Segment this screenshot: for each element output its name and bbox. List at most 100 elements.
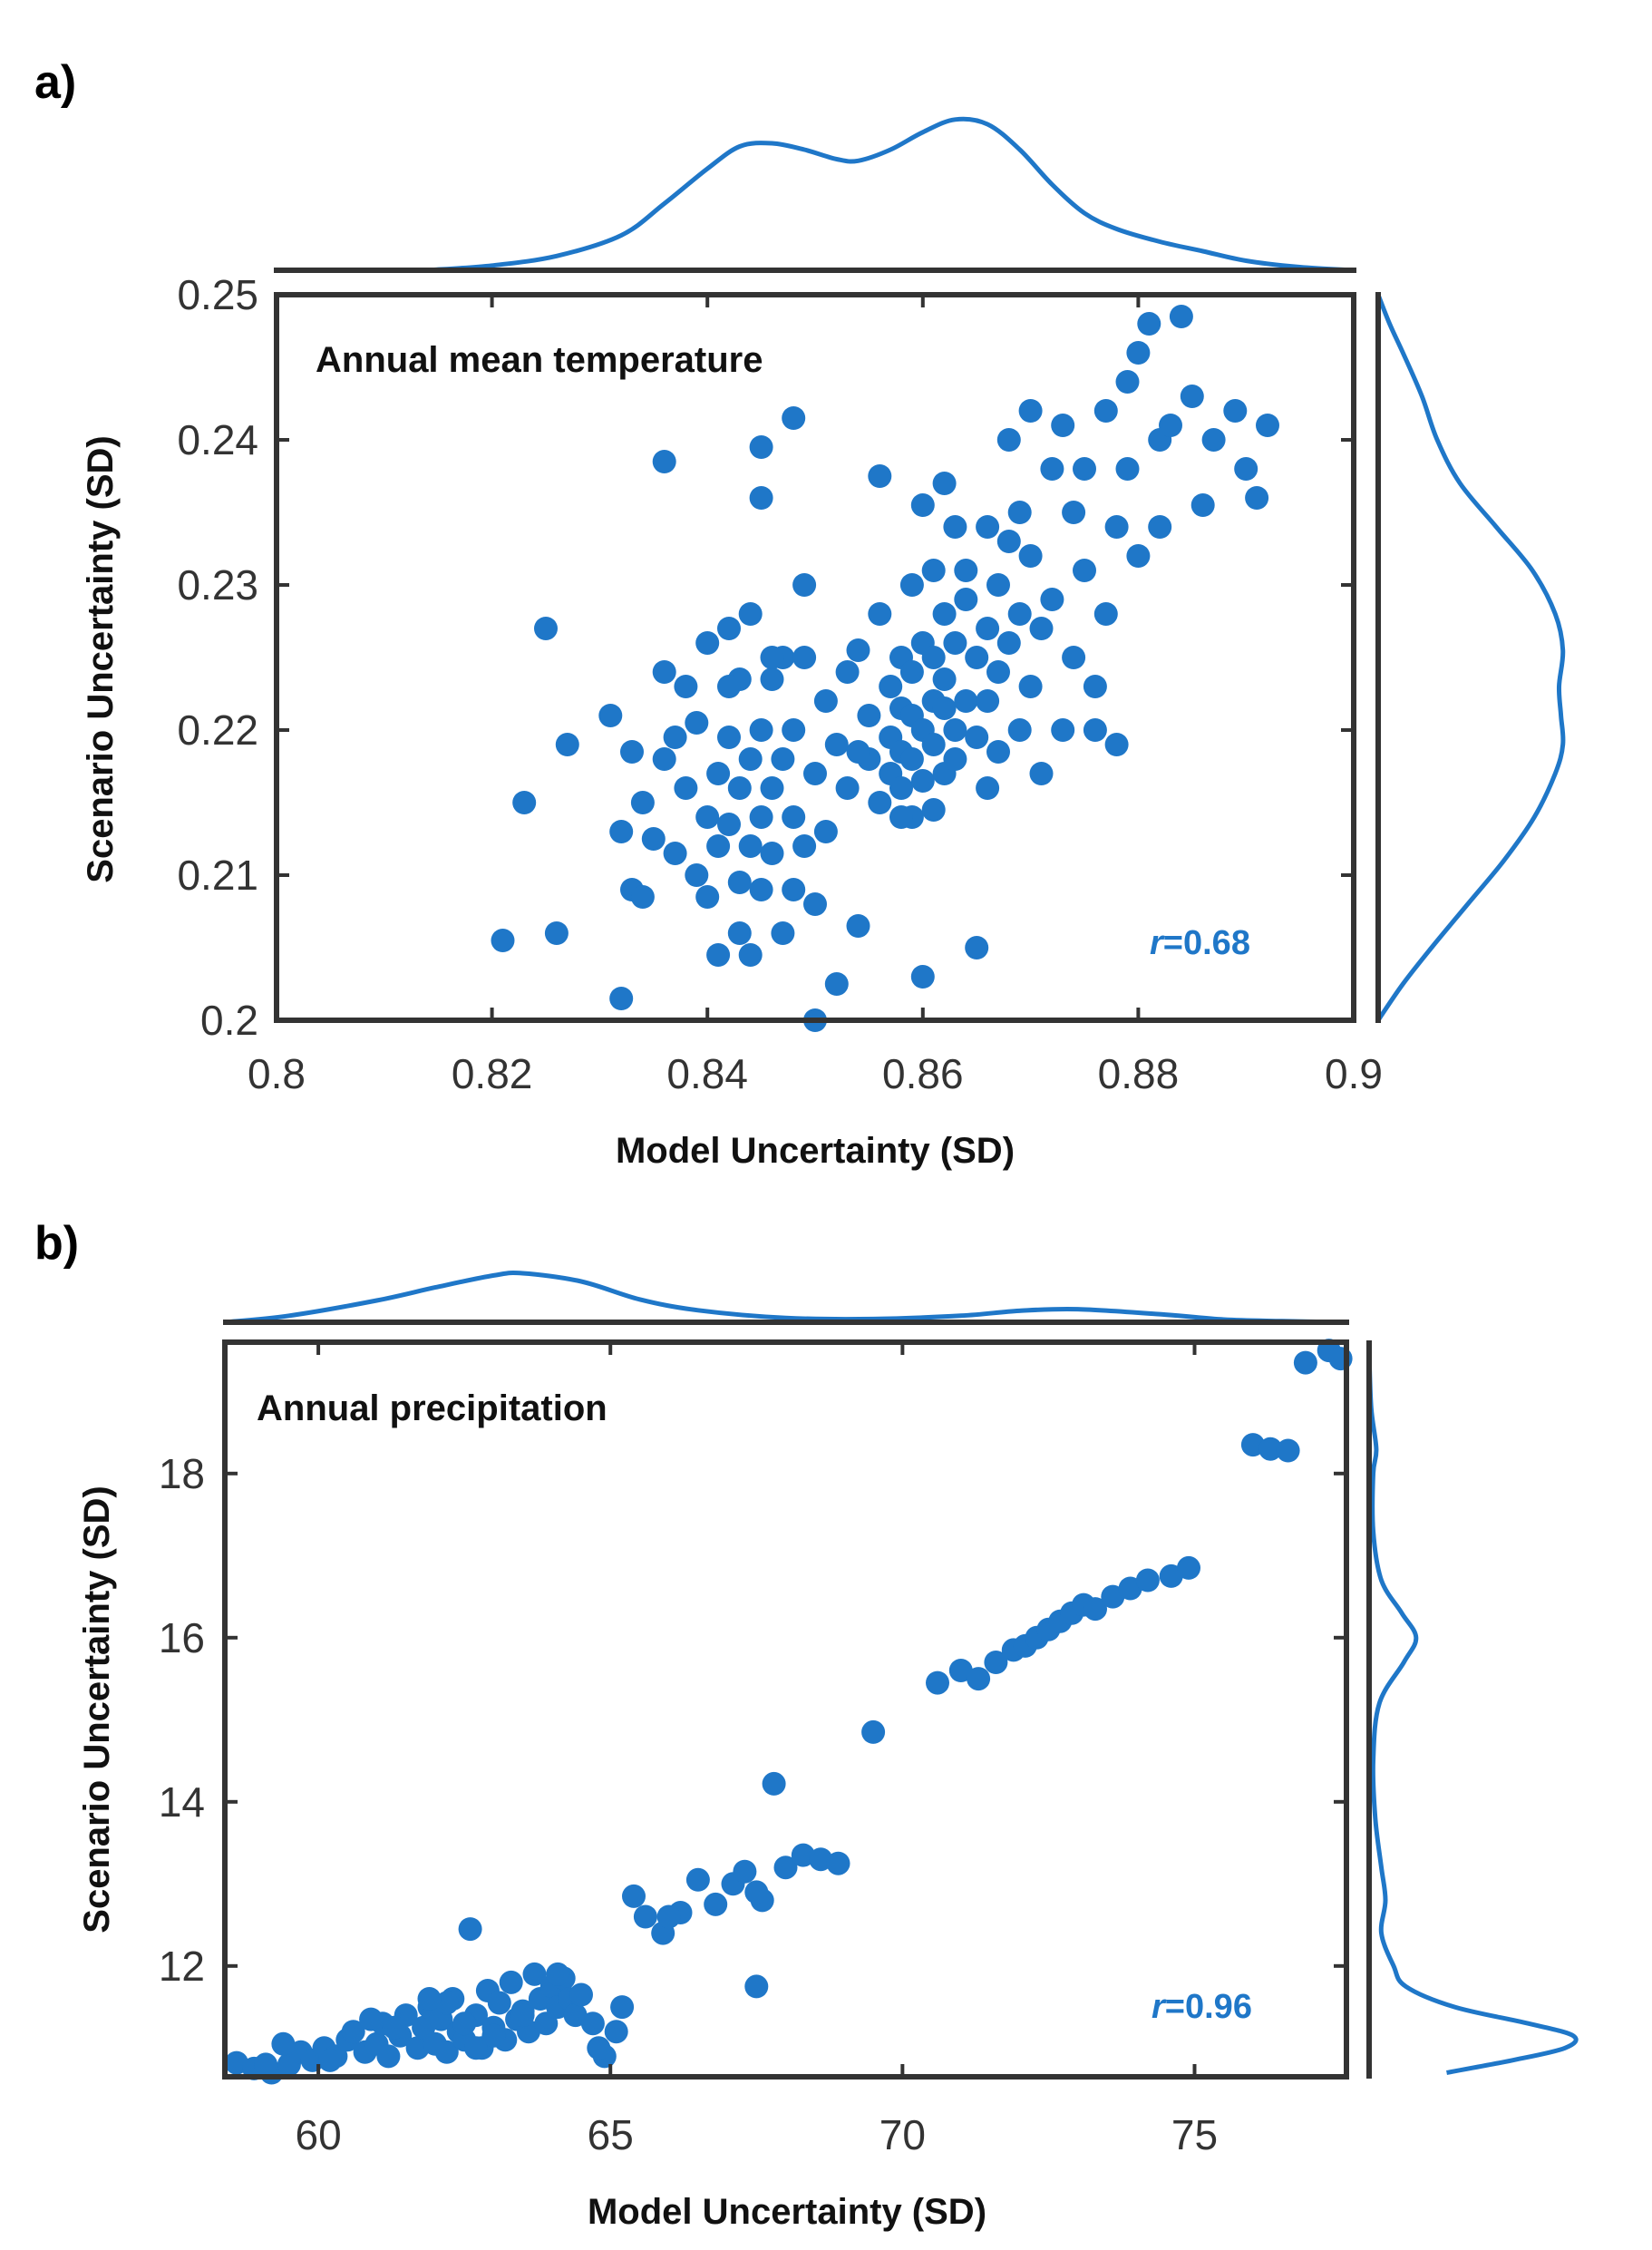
scatter-point: [760, 776, 784, 800]
scatter-point: [546, 1962, 570, 1986]
scatter-point: [341, 2020, 365, 2044]
annotation-b: Annual precipitation: [257, 1388, 607, 1428]
scatter-point: [733, 1859, 757, 1884]
y-tick-label: 0.23: [177, 561, 258, 609]
scatter-point: [965, 726, 989, 749]
scatter-point: [792, 834, 817, 858]
scatter-point: [1234, 457, 1258, 481]
scatter-point: [749, 878, 773, 901]
scatter-point: [1276, 1438, 1300, 1463]
x-tick-label: 0.88: [1098, 1050, 1180, 1097]
scatter-point: [704, 1892, 728, 1916]
scatter-point: [782, 718, 806, 742]
scatter-point: [717, 617, 741, 640]
scatter-point: [1126, 544, 1151, 568]
scatter-point: [910, 769, 935, 793]
scatter-point: [717, 675, 741, 698]
scatter-point: [986, 573, 1010, 597]
scatter-point: [630, 885, 655, 909]
scatter-point: [1104, 515, 1129, 539]
scatter-point: [889, 776, 913, 800]
scatter-point: [491, 929, 515, 952]
scatter-point: [879, 675, 903, 698]
scatter-point: [727, 921, 752, 945]
scatter-point: [803, 892, 827, 916]
scatter-point: [1083, 675, 1107, 698]
scatter-point: [318, 2048, 342, 2072]
scatter-point: [773, 1856, 798, 1880]
scatter-point: [782, 805, 806, 829]
scatter-point: [910, 493, 935, 517]
correlation-label-b: r=0.96: [1152, 1988, 1252, 2026]
scatter-point: [986, 740, 1010, 764]
scatter-point: [996, 530, 1021, 553]
scatter-point: [1126, 341, 1151, 365]
scatter-point: [512, 791, 537, 814]
correlation-label-a: r=0.68: [1150, 924, 1250, 962]
scatter-point: [604, 2020, 628, 2044]
x-tick-label: 75: [1171, 2111, 1218, 2158]
scatter-point: [760, 667, 784, 691]
panel-label-b: b): [34, 1217, 79, 1270]
scatter-point: [1007, 602, 1032, 626]
y-axis-title-a: Scenario Uncertainty (SD): [81, 435, 121, 882]
scatter-point: [1029, 762, 1054, 785]
scatter-points-b: [224, 1339, 1353, 2085]
scatter-point: [967, 1667, 991, 1691]
scatter-point: [1040, 588, 1064, 611]
scatter-point: [609, 820, 634, 843]
scatter-point: [792, 646, 817, 669]
scatter-point: [685, 711, 709, 735]
scatter-point: [1137, 312, 1161, 336]
scatter-point: [932, 667, 957, 691]
scatter-point: [1223, 399, 1248, 423]
scatter-point: [434, 2040, 459, 2064]
scatter-point: [499, 1970, 523, 1994]
scatter-point: [630, 791, 655, 814]
x-tick-label: 0.86: [882, 1050, 964, 1097]
scatter-point: [1007, 501, 1032, 524]
axis-ticks-b: 60 65 70 75 12 14 16 18: [159, 1342, 1346, 2158]
annotation-a: Annual mean temperature: [316, 340, 763, 380]
scatter-point: [984, 1651, 1008, 1674]
scatter-point: [1115, 370, 1140, 394]
correlation-symbol-b: r: [1152, 1988, 1167, 2026]
scatter-point: [563, 2003, 588, 2028]
y-tick-label: 0.21: [177, 852, 258, 899]
scatter-point: [738, 747, 763, 771]
marginal-x-density-a: [427, 116, 1355, 273]
scatter-point: [706, 834, 731, 858]
scatter-point: [254, 2052, 278, 2077]
scatter-point: [695, 631, 720, 655]
scatter-point: [376, 2044, 401, 2069]
scatter-point: [1135, 1568, 1160, 1593]
scatter-point: [738, 834, 763, 858]
scatter-point: [932, 696, 957, 720]
y-axis-title-b: Scenario Uncertainty (SD): [77, 1485, 117, 1933]
scatter-point: [889, 805, 913, 829]
scatter-point: [760, 842, 784, 865]
scatter-point: [976, 776, 1000, 800]
axis-ticks-a: 0.8 0.82 0.84 0.86 0.88 0.9 0.2 0.21 0.22 0.23 0.2…: [177, 271, 1383, 1097]
scatter-point: [921, 559, 946, 582]
scatter-point: [803, 762, 827, 785]
scatter-point: [868, 791, 892, 814]
scatter-points-a: [491, 305, 1279, 1032]
scatter-point: [926, 1670, 949, 1695]
scatter-point: [1084, 1597, 1107, 1622]
scatter-point: [522, 1962, 547, 1986]
scatter-point: [1018, 399, 1043, 423]
scatter-point: [685, 863, 709, 887]
x-tick-label: 0.84: [666, 1050, 748, 1097]
scatter-point: [695, 885, 720, 909]
scatter-point: [727, 776, 752, 800]
scatter-point: [771, 921, 795, 945]
scatter-point: [749, 805, 773, 829]
scatter-point: [1258, 1437, 1283, 1461]
scatter-point: [1104, 733, 1129, 756]
x-axis-title-b: Model Uncertainty (SD): [588, 2192, 986, 2232]
scatter-point: [1083, 718, 1107, 742]
scatter-point: [976, 617, 1000, 640]
scatter-point: [954, 588, 978, 611]
scatter-point: [417, 1987, 442, 2011]
